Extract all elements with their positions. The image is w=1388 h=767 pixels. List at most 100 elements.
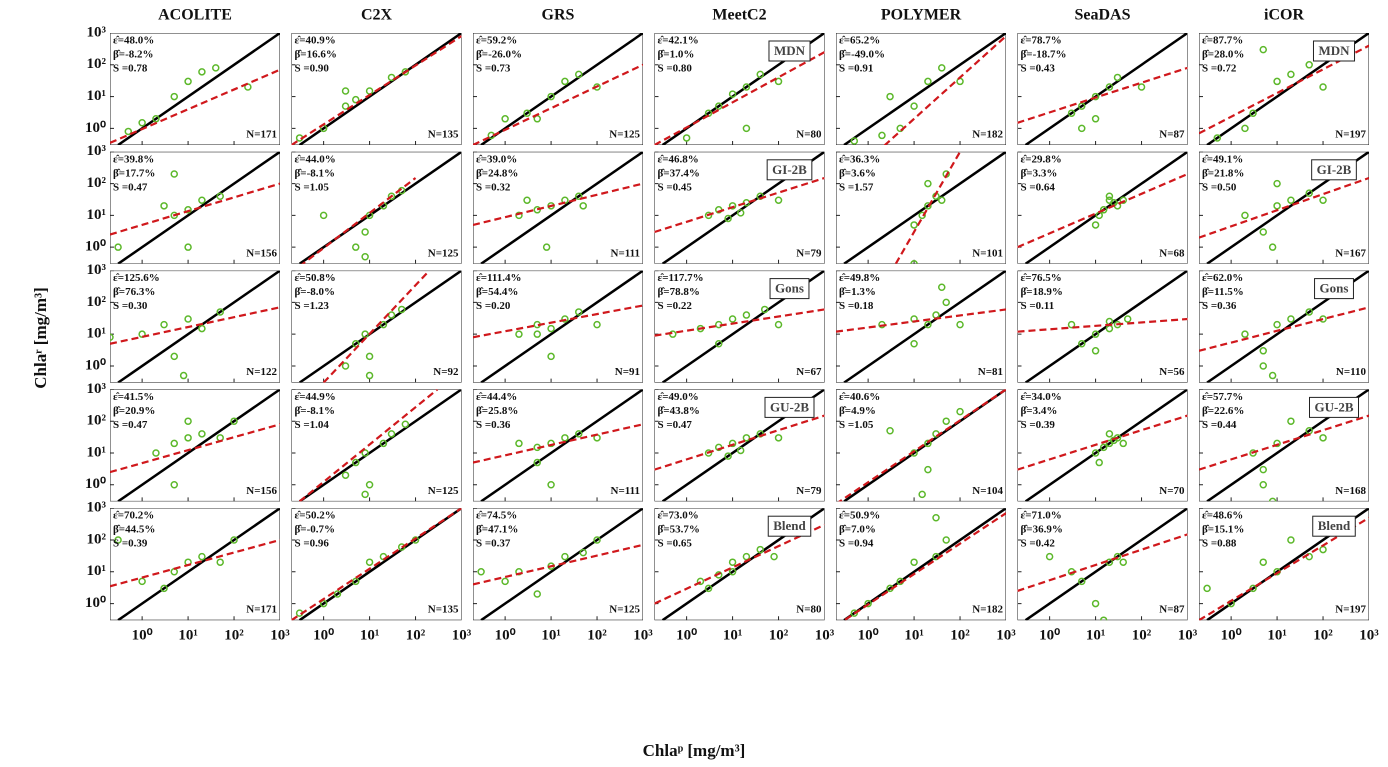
stat-text: S =0.72 <box>1202 63 1237 75</box>
panel: 10⁰ 10¹ 10² 10³ ε̂=50.2% β̂=-0.7% S =0.96 N=135 <box>291 508 472 644</box>
fit-line <box>1199 306 1369 352</box>
plot-area <box>836 33 1006 145</box>
method-box <box>1312 515 1356 537</box>
fit-line <box>301 177 417 264</box>
panel: 10⁰ 10¹ 10² 10³ ACOLITE ε̂=48.0% β̂=-8.2% S =0.… <box>85 7 280 145</box>
stat-text: S =0.91 <box>839 63 873 75</box>
point <box>547 324 555 333</box>
point <box>547 481 555 489</box>
point <box>387 192 396 200</box>
point <box>756 545 765 554</box>
point <box>198 68 206 76</box>
n-text: N=135 <box>428 604 459 616</box>
point <box>184 434 192 442</box>
panel: ε̂=46.8% β̂=37.4% S =0.45 N=79 GI-2B <box>654 151 825 264</box>
point <box>397 305 406 314</box>
fit-line <box>836 308 1006 333</box>
point <box>910 340 918 348</box>
n-text: N=156 <box>246 247 277 259</box>
method-box <box>1312 40 1356 62</box>
stat-text: S =0.96 <box>295 538 330 550</box>
panel: ε̂=57.7% β̂=22.6% S =0.44 N=168 GU-2B <box>1199 389 1369 502</box>
plot-area <box>836 389 1006 502</box>
method-box <box>1311 159 1357 181</box>
stat-text: S =0.18 <box>839 300 874 312</box>
panel: 10⁰ 10¹ 10² 10³ ε̂=48.6% β̂=15.1% S =0.88 N=197… <box>1199 508 1379 644</box>
point <box>184 77 192 86</box>
fit-line <box>1017 317 1188 333</box>
identity-line <box>117 33 280 145</box>
stat-text: ε̂=41.5% <box>113 391 154 403</box>
point <box>341 102 350 110</box>
fit-line <box>837 389 1006 502</box>
stat-text: S =0.47 <box>113 419 148 431</box>
point <box>1259 465 1267 474</box>
stat-text: S =0.43 <box>1021 63 1056 75</box>
stat-text: S =0.47 <box>658 419 693 431</box>
point <box>138 119 146 127</box>
panel: ε̂=34.0% β̂=3.4% S =0.39 N=70 <box>1017 389 1188 502</box>
point <box>501 115 509 123</box>
stat-text: β̂=-8.1% <box>295 405 335 417</box>
method-label: Gons <box>775 281 804 296</box>
panel: ε̂=44.4% β̂=25.8% S =0.36 N=111 <box>473 389 643 502</box>
fit-line <box>110 538 280 588</box>
fit-line <box>1017 533 1188 592</box>
fit-line <box>473 423 643 464</box>
point <box>216 192 224 200</box>
point <box>533 590 541 598</box>
point <box>523 109 531 117</box>
point <box>1249 109 1257 117</box>
point <box>742 124 751 133</box>
panel: ε̂=40.6% β̂=4.9% S =1.05 N=104 <box>836 389 1006 502</box>
point <box>230 536 238 544</box>
plot-area <box>836 151 1006 264</box>
point <box>1273 77 1281 86</box>
stat-text: ε̂=111.4% <box>476 272 522 284</box>
stat-text: ε̂=44.9% <box>295 391 336 403</box>
x-tick-label: 10³ <box>1178 628 1198 644</box>
plot-area <box>1017 33 1188 145</box>
point <box>932 514 940 522</box>
point <box>379 320 388 329</box>
fit-line <box>654 308 825 337</box>
plot-area <box>110 270 280 383</box>
point <box>216 308 224 316</box>
point <box>575 70 583 79</box>
stat-text: ε̂=71.0% <box>1021 510 1062 522</box>
fit-line <box>473 304 643 339</box>
fit-line <box>110 423 280 474</box>
n-text: N=197 <box>1335 604 1366 616</box>
point <box>1099 443 1108 452</box>
n-text: N=135 <box>428 129 459 141</box>
stat-text: ε̂=48.6% <box>1202 510 1243 522</box>
stat-text: S =0.78 <box>113 63 148 75</box>
point <box>351 243 360 251</box>
stat-text: β̂=-8.1% <box>295 167 335 179</box>
x-tick-label: 10² <box>1132 628 1152 644</box>
point <box>216 558 224 566</box>
method-label: Blend <box>1318 518 1351 533</box>
point <box>333 590 342 598</box>
point <box>1091 330 1100 338</box>
method-label: GI-2B <box>772 162 807 177</box>
stat-text: β̂=7.0% <box>839 524 876 536</box>
panel: ε̂=44.0% β̂=-8.1% S =1.05 N=125 <box>291 151 462 264</box>
stat-text: ε̂=44.4% <box>476 391 517 403</box>
point <box>575 308 583 316</box>
point <box>561 315 569 323</box>
n-text: N=156 <box>246 485 277 497</box>
stat-text: S =0.80 <box>658 63 693 75</box>
n-text: N=91 <box>615 366 640 378</box>
n-text: N=122 <box>246 366 277 378</box>
method-label: Gons <box>1320 281 1349 296</box>
stat-text: ε̂=65.2% <box>839 35 880 47</box>
x-tick-label: 10¹ <box>904 628 924 644</box>
stat-text: ε̂=78.7% <box>1021 35 1062 47</box>
y-tick-label: 10⁰ <box>85 595 106 611</box>
stat-text: S =0.94 <box>839 538 874 550</box>
point <box>1305 308 1313 316</box>
point <box>561 77 569 86</box>
stat-text: β̂=3.6% <box>839 167 876 179</box>
point <box>742 434 751 442</box>
